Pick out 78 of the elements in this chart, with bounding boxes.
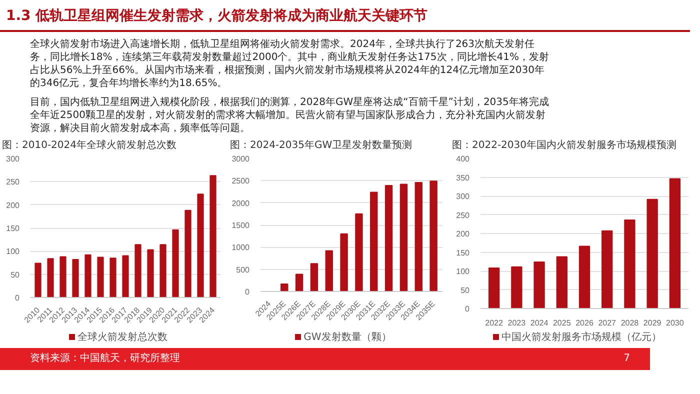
y-tick-label: 300 [456, 192, 470, 201]
bar [556, 256, 568, 308]
x-tick-label: 2028 [620, 318, 640, 328]
bar [310, 263, 318, 292]
bar [534, 262, 545, 308]
bar [60, 256, 66, 298]
bar [355, 213, 363, 292]
bar [147, 249, 154, 298]
y-tick-label: 50 [460, 286, 470, 295]
bar [414, 182, 422, 292]
bar [197, 194, 204, 298]
y-tick-label: 100 [6, 247, 20, 256]
x-tick-label: 2024 [530, 318, 549, 328]
text: 7 [624, 352, 630, 366]
bar [578, 246, 590, 308]
y-tick-label: 3000 [232, 154, 250, 164]
x-tick-label: 2027 [598, 318, 617, 328]
bar [624, 220, 636, 308]
x-tick-label: 2030 [666, 318, 684, 328]
bar [280, 283, 288, 292]
y-tick-label: 300 [6, 154, 20, 164]
y-tick-label: 500 [236, 265, 250, 274]
chart-title: 图：2010-2024年全球火箭发射总次数 [2, 139, 177, 153]
bar [400, 184, 408, 292]
text: 目前，国内低轨卫星组网进入规模化阶段，根据我们的测算，2028年GW星座将达成“百箭千星”计划，2035年将完成全年近2500颗卫星的发射，对火箭发射的需求将大幅增加。民营火箭有望与国家队形成合力，充分补充国内火箭发射资源，解决目前火箭发射成本高，频率低等问题。 [29, 96, 550, 135]
bar [72, 259, 79, 298]
bar [384, 185, 393, 292]
y-tick-label: 1500 [232, 221, 250, 230]
y-tick-label: 0 [465, 304, 470, 314]
y-tick-label: 0 [245, 288, 250, 296]
bar [97, 256, 104, 298]
x-tick-label: 2029 [643, 318, 662, 328]
legend-label: 中国火箭发射服务市场规模（亿元） [500, 331, 662, 345]
y-tick-label: 2500 [232, 176, 250, 186]
y-tick-label: 200 [6, 200, 20, 210]
chart-title: 图：2022-2030年国内火箭发射服务市场规模预测 [452, 139, 677, 153]
y-tick-label: 250 [6, 178, 20, 187]
bar [340, 233, 348, 292]
y-tick-label: 100 [456, 267, 470, 276]
bar [160, 244, 166, 298]
text: 资料来源：中国航天，研究所整理 [30, 352, 180, 366]
text: 1.3 低轨卫星组网催生发射需求，火箭发射将成为商业航天关键环节 [0, 0, 690, 32]
y-tick-label: 2000 [232, 198, 250, 208]
y-tick-label: 350 [456, 173, 470, 182]
y-tick-label: 150 [6, 224, 20, 233]
bar [110, 258, 116, 298]
x-tick-label: 2025 [552, 318, 572, 328]
bar [602, 230, 613, 308]
bar [34, 262, 42, 298]
bar [488, 268, 500, 308]
bar [172, 229, 179, 298]
legend-label: GW发射数量（颗） [302, 331, 392, 345]
bar [370, 192, 378, 292]
y-tick-label: 50 [10, 270, 20, 280]
bar [430, 180, 438, 292]
x-tick-label: 2023 [508, 318, 526, 328]
x-tick-label: 2026 [576, 318, 594, 328]
bar [184, 210, 192, 298]
bar [210, 175, 216, 298]
y-tick-label: 250 [456, 210, 470, 220]
y-tick-label: 1000 [232, 243, 250, 252]
y-tick-label: 400 [456, 154, 470, 164]
legend-label: 全球火箭发射总次数 [76, 331, 168, 345]
bar [295, 274, 304, 292]
text: 全球火箭发射市场进入高速增长期，低轨卫星组网将催动火箭发射需求。2024年，全球共执行了263次航天发射任务，同比增长18%，连续第三年载荷发射数量超过2000个。其中，商业航天发射任务达175次，同比增长41%，发射占比从56%上升至66%。从国内市场来看，根据预测，国内火箭发射市场规模将从2024年的124亿元增加至2030年的346亿元，复合年均增长率约为18.65%。 [29, 38, 550, 90]
bar [325, 250, 333, 292]
y-tick-label: 0 [15, 294, 20, 302]
bar [122, 255, 129, 298]
bar [134, 244, 142, 298]
y-tick-label: 200 [456, 230, 470, 238]
bar [84, 254, 92, 298]
bar [646, 198, 658, 308]
bar [47, 258, 54, 298]
y-tick-label: 150 [456, 248, 470, 258]
chart-title: 图：2024-2035年GW卫星发射数量预测 [230, 139, 412, 153]
bar [511, 266, 522, 308]
x-tick-label: 2022 [485, 318, 504, 328]
bar [669, 178, 681, 308]
